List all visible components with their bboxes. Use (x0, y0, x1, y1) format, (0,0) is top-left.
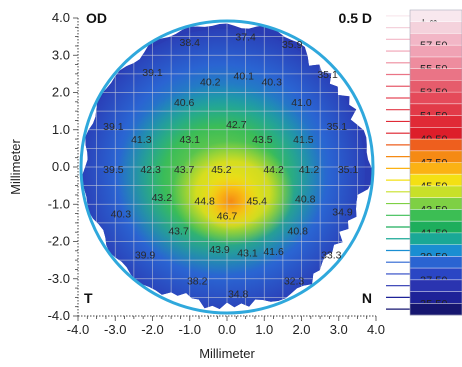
value-label: 39.9 (135, 250, 156, 262)
corner-label-bottom-right: N (362, 290, 372, 306)
x-axis-label: Millimeter (199, 346, 255, 361)
legend-swatch (410, 56, 462, 69)
x-tick-label: 1.0 (255, 322, 273, 337)
legend-swatch (410, 279, 462, 292)
value-label: 35.1 (317, 69, 338, 81)
value-label: 39.5 (103, 164, 124, 176)
x-tick-label: -4.0 (67, 322, 89, 337)
x-tick-label: -3.0 (104, 322, 126, 337)
legend-swatch (410, 209, 462, 222)
value-label: 41.2 (299, 164, 320, 176)
value-label: 34.8 (228, 289, 249, 301)
map-outline-ring (79, 19, 375, 315)
value-labels: 38.4 37.4 35.9 39.1 40.2 40.1 40.3 35.1 40.6 41.0… (103, 32, 358, 301)
x-tick-label: -1.0 (179, 322, 201, 337)
legend-swatch (410, 45, 462, 58)
y-tick-label: -2.0 (48, 234, 70, 249)
corner-label-top-left: OD (86, 10, 107, 26)
legend-swatch (410, 139, 462, 152)
y-tick-label: 0.0 (52, 159, 70, 174)
legend-swatch (410, 10, 462, 23)
legend-swatch (410, 103, 462, 116)
value-label: 45.4 (247, 196, 268, 208)
value-label: 46.7 (217, 210, 238, 222)
legend-swatch (410, 221, 462, 234)
value-label: 38.2 (187, 276, 208, 288)
corner-label-bottom-left: T (84, 290, 93, 306)
value-label: 41.6 (263, 246, 284, 258)
legend-swatch (410, 232, 462, 245)
y-tick-label: -3.0 (48, 271, 70, 286)
legend-swatch (410, 291, 462, 304)
value-label: 40.8 (288, 225, 309, 237)
legend-swatch (410, 68, 462, 81)
legend-swatch (410, 92, 462, 105)
legend-swatch (410, 268, 462, 281)
value-label: 43.1 (237, 248, 258, 260)
y-tick-label: -4.0 (48, 308, 70, 323)
y-tick-label: 4.0 (52, 10, 70, 25)
value-label: 34.9 (332, 207, 353, 219)
legend-swatch (410, 127, 462, 140)
value-label: 37.4 (235, 32, 256, 44)
legend-swatch (410, 33, 462, 46)
value-label: 41.3 (131, 134, 152, 146)
legend-swatch (410, 162, 462, 175)
value-label: 43.7 (168, 225, 189, 237)
value-label: 44.8 (194, 196, 215, 208)
axes: -4.0 -3.0 -2.0 -1.0 0.0 1.0 2.0 3.0 4.0 4.0 3.0 2.0… (48, 10, 385, 337)
value-label: 43.5 (252, 134, 273, 146)
legend-swatch (410, 115, 462, 128)
legend: + ∞57.5055.5053.5051.5049.5047.5045.5043… (386, 9, 462, 316)
value-label: 43.1 (180, 134, 201, 146)
legend-swatch (410, 174, 462, 187)
value-label: 44.2 (263, 164, 284, 176)
value-label: 39.1 (103, 121, 124, 133)
y-tick-label: 2.0 (52, 85, 70, 100)
x-tick-label: 2.0 (292, 322, 310, 337)
legend-swatch (410, 197, 462, 210)
legend-swatch (410, 303, 462, 316)
value-label: 35.9 (282, 39, 303, 51)
value-label: 33.3 (321, 250, 342, 262)
value-label: 40.1 (234, 71, 255, 83)
x-tick-label: -2.0 (141, 322, 163, 337)
y-axis-label: Millimeter (8, 139, 23, 195)
value-label: 40.8 (295, 194, 316, 206)
value-label: 41.0 (291, 97, 312, 109)
legend-swatch (410, 185, 462, 198)
value-label: 39.1 (142, 67, 163, 79)
value-label: 40.3 (261, 76, 282, 88)
value-label: 43.7 (174, 164, 195, 176)
x-tick-label: 3.0 (330, 322, 348, 337)
legend-swatch (410, 244, 462, 257)
y-tick-label: 1.0 (52, 122, 70, 137)
corner-label-top-right: 0.5 D (339, 10, 372, 26)
value-label: 40.2 (200, 76, 221, 88)
value-label: 35.1 (327, 121, 348, 133)
value-label: 42.3 (140, 164, 161, 176)
legend-swatch (410, 21, 462, 34)
y-tick-label: 3.0 (52, 47, 70, 62)
value-label: 42.7 (226, 119, 247, 131)
x-tick-label: 4.0 (367, 322, 385, 337)
value-label: 32.3 (284, 276, 305, 288)
value-label: 40.6 (174, 97, 195, 109)
y-tick-label: -1.0 (48, 196, 70, 211)
value-label: 35.1 (338, 164, 359, 176)
value-label: 43.9 (209, 244, 230, 256)
value-label: 38.4 (180, 37, 201, 49)
value-label: 43.2 (152, 192, 173, 204)
legend-swatch (410, 150, 462, 163)
value-label: 40.3 (111, 209, 132, 221)
value-label: 45.2 (211, 164, 232, 176)
legend-swatch (410, 256, 462, 269)
plot-area: 38.4 37.4 35.9 39.1 40.2 40.1 40.3 35.1 40.6 41.0… (79, 19, 375, 315)
value-label: 41.5 (293, 134, 314, 146)
legend-swatch (410, 80, 462, 93)
x-tick-label: 0.0 (218, 322, 236, 337)
